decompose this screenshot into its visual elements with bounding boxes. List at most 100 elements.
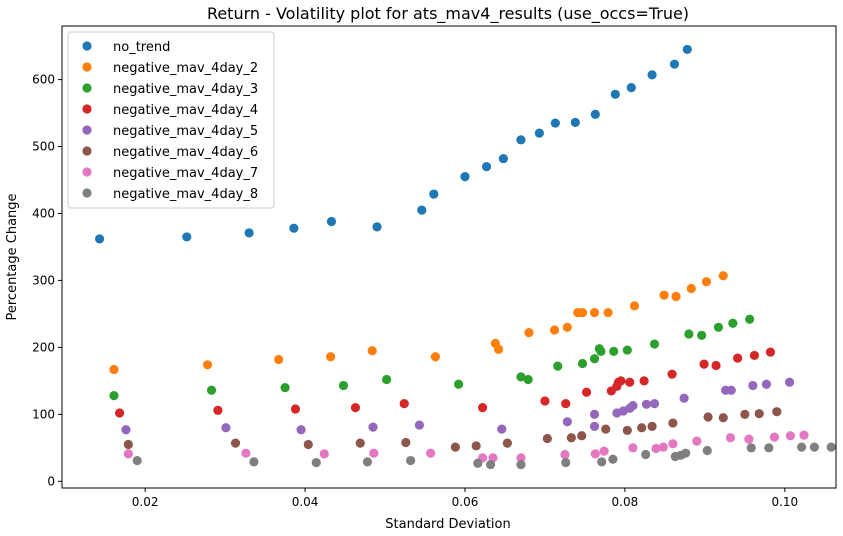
data-point	[182, 232, 192, 242]
data-point	[658, 442, 668, 452]
data-point	[417, 205, 427, 215]
data-point	[561, 457, 571, 468]
data-point	[497, 424, 507, 434]
data-point	[502, 438, 512, 448]
data-point	[114, 408, 125, 418]
data-point	[639, 376, 649, 386]
legend-box	[67, 31, 275, 209]
data-point	[589, 409, 600, 419]
data-point	[221, 423, 231, 433]
data-point	[769, 432, 780, 442]
legend-item: negative_mav_4day_2	[82, 61, 258, 76]
x-axis-ticks: 0.02 0.04 0.06 0.08 0.10	[132, 488, 798, 509]
data-point	[368, 422, 378, 432]
data-point	[581, 387, 592, 397]
data-point	[570, 117, 580, 128]
data-point	[785, 377, 795, 387]
data-point	[749, 350, 760, 361]
data-point	[213, 405, 223, 415]
x-axis-label: Standard Deviation	[385, 517, 510, 532]
data-point	[453, 379, 464, 389]
data-point	[601, 424, 611, 434]
data-point	[549, 325, 560, 335]
data-point	[414, 420, 425, 430]
data-point	[728, 318, 738, 328]
data-point	[744, 434, 754, 444]
y-axis-ticks: 0 100 200 300 400 500 600	[32, 73, 62, 488]
data-point	[701, 277, 712, 287]
data-point	[290, 404, 301, 414]
data-point	[202, 360, 213, 370]
legend-label: negative_mav_4day_4	[113, 103, 258, 118]
data-point	[338, 380, 349, 391]
data-point	[610, 89, 620, 99]
legend-label: negative_mav_4day_7	[113, 166, 258, 181]
x-tick-label: 0.08	[612, 495, 639, 509]
legend: no_trend negative_mav_4day_2 negative_mav_…	[67, 31, 275, 209]
series-negative_mav_4day_6	[123, 407, 782, 452]
data-point	[477, 403, 488, 413]
legend-label: negative_mav_4day_6	[113, 145, 258, 160]
data-point	[372, 222, 382, 232]
data-point	[699, 359, 709, 369]
series-negative_mav_4day_8	[132, 442, 836, 470]
series-negative_mav_4day_4	[114, 347, 776, 418]
data-point	[123, 439, 133, 450]
data-point	[718, 413, 728, 423]
data-point	[628, 443, 638, 453]
data-point	[481, 162, 492, 172]
data-point	[430, 352, 441, 362]
data-point	[350, 403, 361, 413]
data-point	[249, 457, 259, 467]
data-point	[628, 401, 638, 411]
data-point	[625, 377, 635, 387]
data-point	[667, 369, 677, 379]
data-point	[311, 457, 321, 468]
data-point	[542, 433, 552, 444]
data-point	[641, 449, 651, 460]
data-point	[534, 128, 544, 138]
data-point	[589, 354, 600, 364]
data-point	[733, 353, 743, 363]
legend-item: negative_mav_4day_5	[82, 124, 258, 139]
data-point	[799, 430, 809, 440]
x-tick-label: 0.04	[292, 495, 319, 509]
data-point	[473, 458, 483, 468]
data-point	[326, 216, 337, 227]
data-point	[244, 228, 254, 238]
legend-label: negative_mav_4day_8	[113, 187, 258, 202]
data-point	[429, 189, 439, 199]
data-point	[671, 291, 681, 302]
data-point	[493, 344, 504, 354]
legend-label: negative_mav_4day_2	[113, 61, 258, 76]
data-point	[659, 290, 669, 300]
data-point	[303, 439, 313, 450]
y-tick-label: 300	[32, 273, 55, 287]
data-point	[682, 44, 692, 55]
data-point	[550, 118, 560, 128]
data-point	[355, 438, 365, 448]
legend-marker	[82, 83, 92, 93]
data-point	[651, 443, 661, 454]
x-tick-label: 0.10	[771, 495, 798, 509]
data-point	[132, 455, 142, 466]
plot-frame	[61, 25, 837, 489]
data-point	[577, 431, 587, 441]
data-point	[609, 346, 619, 357]
data-point	[641, 399, 652, 409]
y-tick-label: 100	[32, 407, 55, 421]
legend-marker	[82, 62, 92, 72]
data-point	[562, 417, 572, 427]
legend-label: negative_mav_4day_5	[113, 124, 258, 139]
data-point	[523, 374, 533, 385]
data-point	[647, 70, 657, 80]
series-negative_mav_4day_2	[109, 271, 728, 375]
data-point	[326, 352, 336, 362]
legend-marker	[82, 167, 92, 177]
data-point	[577, 358, 588, 369]
y-tick-label: 500	[32, 140, 55, 154]
data-point	[516, 135, 526, 145]
data-point	[718, 271, 728, 281]
legend-item: negative_mav_4day_7	[82, 166, 258, 181]
